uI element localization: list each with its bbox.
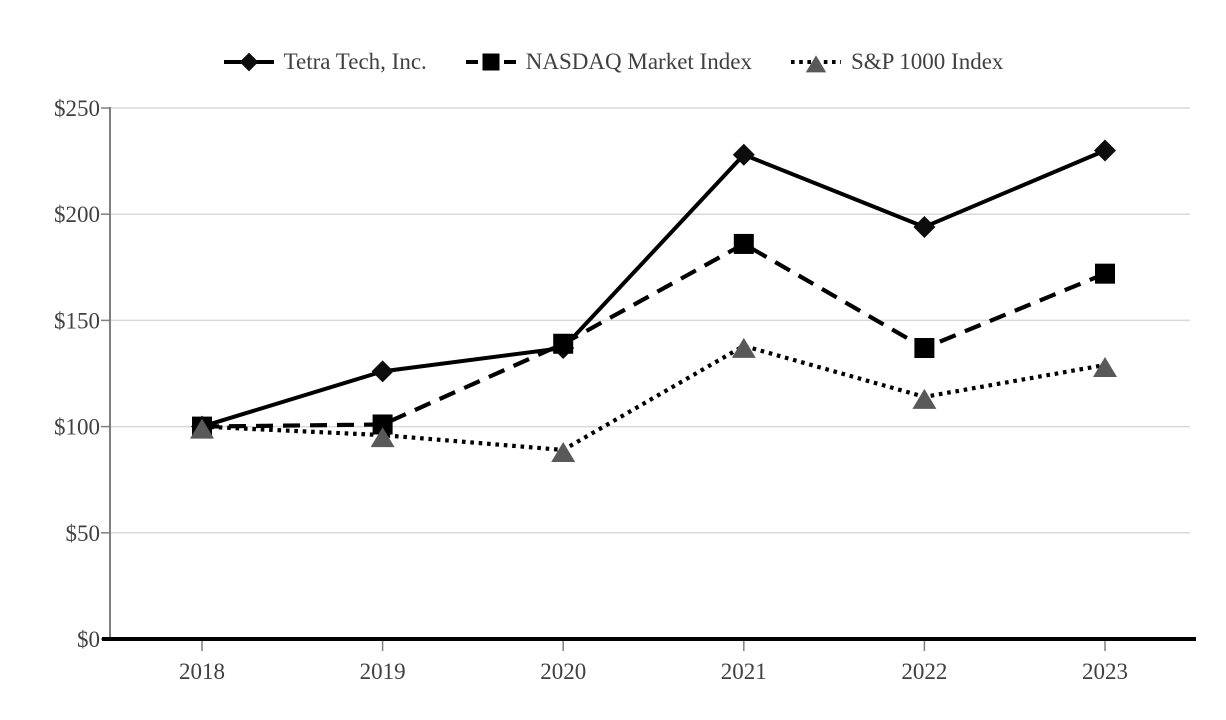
svg-text:$50: $50	[66, 521, 101, 546]
triangle-dotted-line-icon	[790, 55, 841, 73]
legend-label-sp1000: S&P 1000 Index	[850, 49, 1004, 74]
legend-item-sp1000: S&P 1000 Index	[790, 48, 1004, 76]
legend-item-tetra-tech: Tetra Tech, Inc.	[223, 48, 427, 76]
svg-text:2023: 2023	[1082, 659, 1128, 684]
svg-text:$150: $150	[54, 308, 100, 333]
diamond-solid-line-icon	[223, 52, 274, 72]
svg-text:2019: 2019	[360, 659, 406, 684]
svg-text:2020: 2020	[540, 659, 586, 684]
chart-legend: Tetra Tech, Inc. NASDAQ Market Index S&P…	[0, 48, 1226, 76]
svg-text:2018: 2018	[179, 659, 225, 684]
svg-text:2021: 2021	[721, 659, 767, 684]
svg-text:$100: $100	[54, 415, 100, 440]
svg-text:$200: $200	[54, 202, 100, 227]
legend-label-nasdaq: NASDAQ Market Index	[525, 49, 752, 74]
legend-label-tetra-tech: Tetra Tech, Inc.	[283, 49, 427, 74]
svg-text:$0: $0	[77, 627, 100, 652]
svg-text:2022: 2022	[901, 659, 947, 684]
square-dashed-line-icon	[465, 53, 516, 71]
legend-item-nasdaq: NASDAQ Market Index	[465, 48, 752, 76]
svg-text:$250: $250	[54, 96, 100, 121]
